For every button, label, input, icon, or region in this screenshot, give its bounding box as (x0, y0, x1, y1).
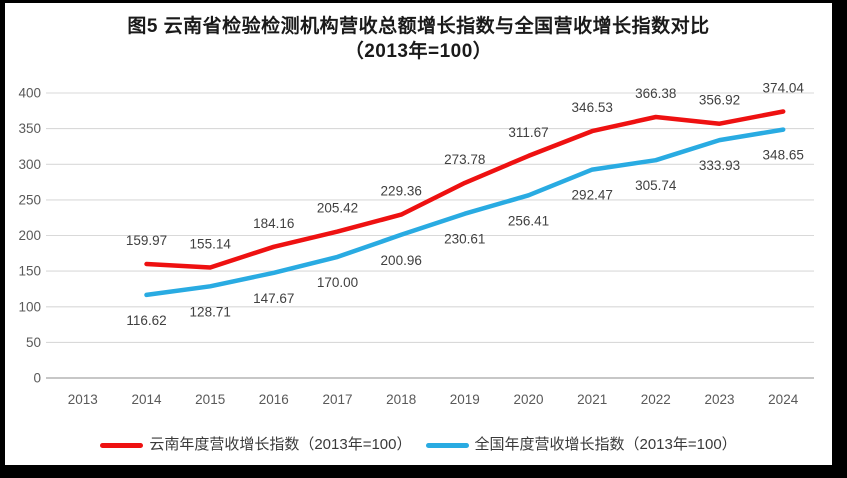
y-tick-label: 400 (18, 86, 41, 101)
legend-label-yunnan: 云南年度营收增长指数（2013年=100） (149, 436, 412, 453)
data-label: 229.36 (381, 184, 422, 199)
chart-legend: 云南年度营收增长指数（2013年=100） 全国年度营收增长指数（2013年=1… (5, 435, 832, 455)
data-label: 311.67 (508, 125, 548, 140)
legend-label-national: 全国年度营收增长指数（2013年=100） (474, 436, 737, 453)
y-tick-label: 350 (18, 121, 41, 136)
x-tick-label: 2023 (704, 392, 734, 407)
y-tick-label: 200 (18, 228, 41, 243)
y-tick-label: 50 (26, 335, 41, 350)
x-tick-label: 2016 (259, 392, 289, 407)
data-label: 230.61 (444, 232, 485, 247)
data-label: 346.53 (572, 100, 613, 115)
x-tick-label: 2014 (131, 392, 162, 407)
data-label: 116.62 (126, 313, 166, 328)
legend-item-national: 全国年度营收增长指数（2013年=100） (425, 435, 737, 455)
y-tick-label: 150 (18, 264, 41, 279)
data-label: 305.74 (635, 178, 677, 193)
x-tick-label: 2019 (450, 392, 480, 407)
series-line-1 (144, 127, 786, 298)
y-tick-label: 300 (18, 157, 41, 172)
data-label: 256.41 (508, 213, 549, 228)
x-tick-label: 2017 (322, 392, 352, 407)
data-label: 184.16 (253, 216, 294, 231)
data-label: 333.93 (699, 158, 740, 173)
data-label: 292.47 (572, 188, 613, 203)
x-tick-label: 2015 (195, 392, 225, 407)
data-label: 128.71 (190, 304, 231, 319)
data-label: 159.97 (126, 233, 167, 248)
data-label: 170.00 (317, 275, 358, 290)
data-label: 374.04 (763, 81, 805, 96)
x-tick-label: 2022 (641, 392, 671, 407)
series-line-0 (144, 109, 786, 270)
chart-title: 图5 云南省检验检测机构营收总额增长指数与全国营收增长指数对比 （2013年=1… (5, 14, 832, 64)
y-tick-label: 250 (18, 192, 41, 207)
data-label: 356.92 (699, 93, 740, 108)
data-label: 147.67 (253, 291, 294, 306)
chart-title-line1: 图5 云南省检验检测机构营收总额增长指数与全国营收增长指数对比 (127, 16, 710, 37)
data-label: 366.38 (635, 86, 676, 101)
data-label: 200.96 (381, 253, 422, 268)
x-tick-label: 2021 (577, 392, 607, 407)
plot-area: 0 50 100 150 200 250 300 350 400 2013 2014 2015 2016… (18, 81, 814, 407)
y-tick-label: 0 (33, 371, 41, 386)
data-label: 155.14 (190, 237, 232, 252)
x-tick-label: 2018 (386, 392, 416, 407)
x-tick-label: 2020 (513, 392, 543, 407)
data-label: 348.65 (763, 148, 804, 163)
x-tick-label: 2013 (68, 392, 98, 407)
data-label: 205.42 (317, 201, 358, 216)
legend-item-yunnan: 云南年度营收增长指数（2013年=100） (100, 435, 412, 455)
yunnan-line-swatch (100, 442, 144, 448)
y-tick-label: 100 (18, 299, 41, 314)
data-label: 273.78 (444, 152, 485, 167)
national-line-swatch (425, 442, 469, 448)
x-tick-label: 2024 (768, 392, 799, 407)
chart-canvas: 图5 云南省检验检测机构营收总额增长指数与全国营收增长指数对比 （2013年=1… (5, 3, 832, 465)
chart-title-line2: （2013年=100） (344, 41, 493, 62)
